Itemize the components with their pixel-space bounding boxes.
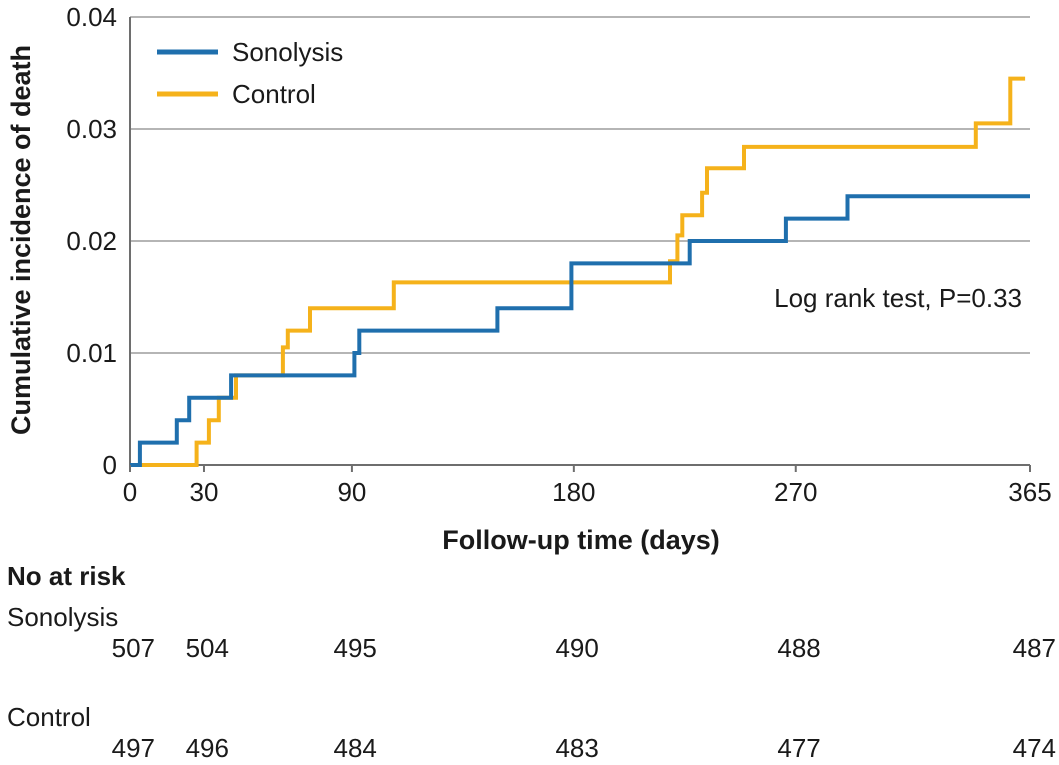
risk-count: 474 — [1013, 733, 1056, 763]
series-line-control — [130, 76, 1026, 467]
y-tick-labels: 0 0.01 0.02 0.03 0.04 — [66, 2, 117, 480]
log-rank-annotation: Log rank test, P=0.33 — [774, 283, 1022, 313]
grid-lines — [130, 16, 1030, 354]
risk-count: 483 — [555, 733, 598, 763]
risk-count: 507 — [112, 633, 155, 663]
risk-count: 504 — [186, 633, 229, 663]
y-tick-label: 0.04 — [66, 2, 117, 32]
legend-label-control: Control — [232, 79, 316, 109]
series-lines — [130, 76, 1030, 467]
risk-count: 488 — [777, 633, 820, 663]
x-tick-label: 30 — [190, 477, 219, 507]
risk-count: 490 — [555, 633, 598, 663]
risk-group-label: Sonolysis — [7, 602, 118, 632]
risk-count: 496 — [186, 733, 229, 763]
risk-count: 477 — [777, 733, 820, 763]
risk-table-title: No at risk — [7, 561, 126, 591]
x-tick-label: 90 — [337, 477, 366, 507]
x-tick-label: 270 — [774, 477, 817, 507]
risk-count: 484 — [334, 733, 377, 763]
risk-count: 497 — [112, 733, 155, 763]
x-tick-label: 365 — [1008, 477, 1051, 507]
x-tick-labels: 0 30 90 180 270 365 — [123, 465, 1052, 507]
y-tick-label: 0.01 — [66, 338, 117, 368]
y-axis-title: Cumulative incidence of death — [6, 45, 36, 435]
risk-count: 487 — [1013, 633, 1056, 663]
y-tick-label: 0.03 — [66, 114, 117, 144]
x-tick-label: 0 — [123, 477, 137, 507]
series-line-sonolysis — [130, 194, 1030, 467]
legend: Sonolysis Control — [157, 37, 343, 109]
y-tick-label: 0.02 — [66, 226, 117, 256]
risk-count: 495 — [334, 633, 377, 663]
axes — [129, 17, 1030, 466]
legend-label-sonolysis: Sonolysis — [232, 37, 343, 67]
x-tick-label: 180 — [552, 477, 595, 507]
y-tick-label: 0 — [103, 450, 117, 480]
risk-group-label: Control — [7, 702, 91, 732]
x-axis-title: Follow-up time (days) — [442, 525, 720, 555]
